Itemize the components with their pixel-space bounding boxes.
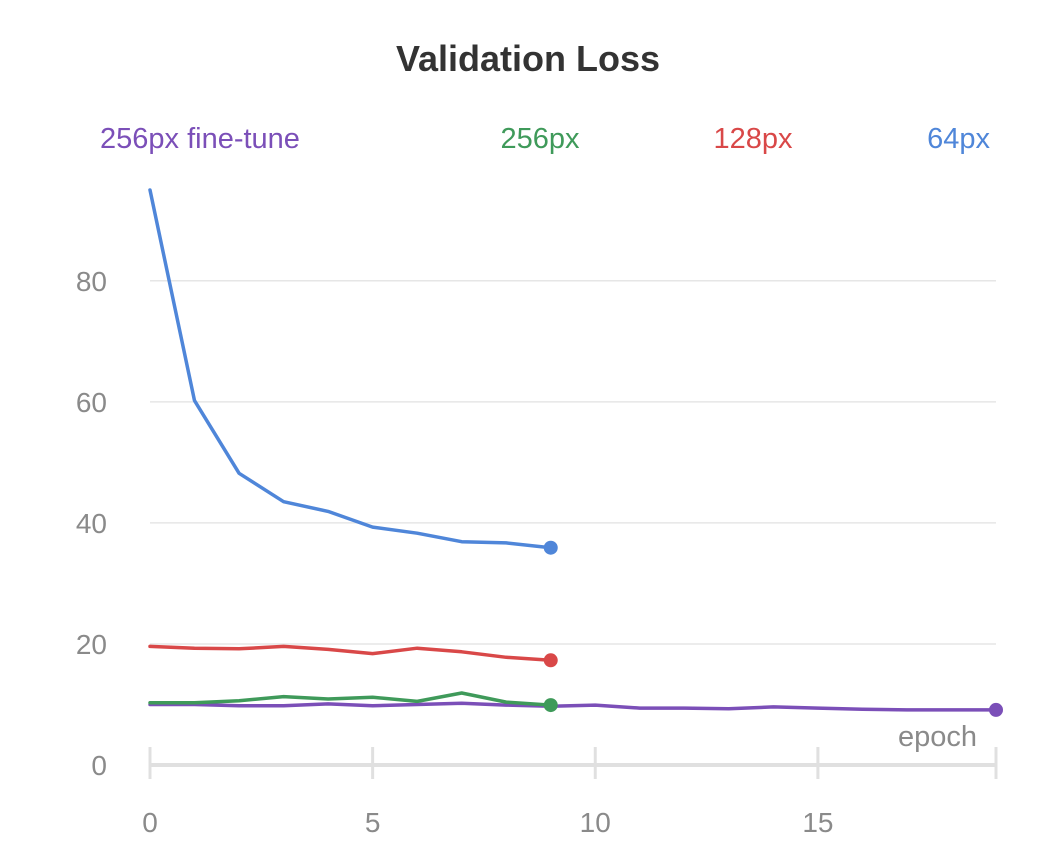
y-tick-label: 60 (76, 387, 107, 418)
x-axis-label: epoch (898, 721, 977, 753)
series-layer (148, 188, 1003, 717)
series-end-point-0 (989, 702, 1003, 717)
x-tick-label: 10 (580, 807, 611, 838)
legend: 256px fine-tune 256px 128px 64px (100, 123, 990, 155)
series-end-point-3 (543, 540, 558, 555)
series-line-3 (148, 188, 553, 550)
legend-entry-1: 256px (500, 123, 580, 155)
y-axis: 0 20 40 60 80 (76, 266, 107, 781)
x-tick-label: 0 (142, 807, 158, 838)
y-tick-label: 40 (76, 508, 107, 539)
y-tick-label: 20 (76, 629, 107, 660)
series-end-point-1 (543, 698, 558, 713)
legend-entry-2: 128px (713, 123, 793, 155)
legend-entry-3: 64px (927, 123, 990, 155)
legend-entry-0: 256px fine-tune (100, 123, 300, 155)
series-end-point-2 (543, 653, 558, 668)
series-line-0 (148, 701, 998, 712)
chart-title: Validation Loss (396, 38, 660, 79)
series-line-1 (148, 691, 553, 707)
series-line-2 (148, 644, 553, 663)
x-tick-label: 5 (365, 807, 381, 838)
x-axis: 0 5 10 15 (142, 747, 998, 838)
y-tick-label: 80 (76, 266, 107, 297)
grid (150, 280, 996, 645)
y-tick-label: 0 (91, 750, 107, 781)
x-tick-label: 15 (802, 807, 833, 838)
